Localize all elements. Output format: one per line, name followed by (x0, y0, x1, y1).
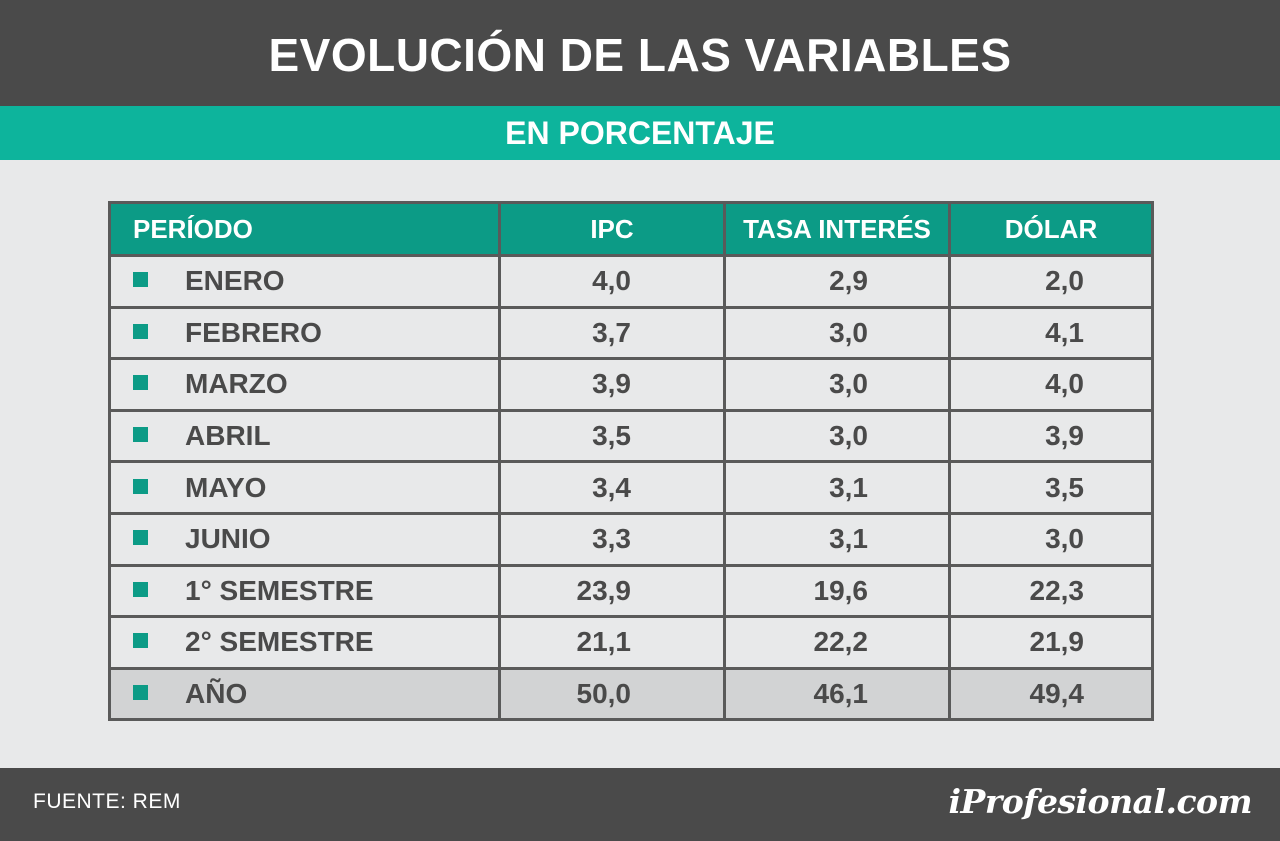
dolar-cell: 4,0 (948, 357, 1154, 412)
period-cell: MAYO (108, 460, 501, 515)
data-table: PERÍODO IPC TASA INTERÉS DÓLAR ENERO 4,0… (108, 201, 1154, 722)
dolar-cell: 49,4 (948, 666, 1154, 722)
page-subtitle: EN PORCENTAJE (505, 114, 775, 151)
title-bar: EVOLUCIÓN DE LAS VARIABLES (0, 0, 1280, 106)
period-cell: 1° SEMESTRE (108, 563, 501, 619)
column-header-ipc: IPC (498, 201, 726, 257)
period-label: JUNIO (185, 523, 271, 555)
period-label: AÑO (185, 678, 248, 710)
tasa-cell: 3,0 (723, 305, 951, 361)
bullet-icon (133, 478, 148, 494)
bullet-icon (133, 685, 148, 701)
dolar-cell: 4,1 (948, 305, 1154, 361)
dolar-cell: 22,3 (948, 563, 1154, 619)
tasa-cell: 3,0 (723, 357, 951, 412)
ipc-cell: 3,9 (498, 357, 726, 412)
bullet-icon (133, 530, 148, 546)
ipc-cell: 23,9 (498, 563, 726, 619)
dolar-cell: 3,9 (948, 408, 1154, 464)
tasa-cell: 3,1 (723, 460, 951, 515)
table-row: MARZO 3,9 3,0 4,0 (108, 357, 1154, 412)
period-label: FEBRERO (185, 316, 322, 348)
column-header-tasa: TASA INTERÉS (723, 201, 951, 257)
table-header-row: PERÍODO IPC TASA INTERÉS DÓLAR (108, 201, 1154, 257)
ipc-cell: 4,0 (498, 254, 726, 309)
ipc-cell: 50,0 (498, 666, 726, 722)
table-row: JUNIO 3,3 3,1 3,0 (108, 511, 1154, 567)
period-cell: JUNIO (108, 511, 501, 567)
period-cell: ENERO (108, 254, 501, 309)
table-row: 2° SEMESTRE 21,1 22,2 21,9 (108, 615, 1154, 670)
ipc-cell: 3,3 (498, 511, 726, 567)
tasa-cell: 19,6 (723, 563, 951, 619)
period-label: ENERO (185, 265, 285, 297)
bullet-icon (133, 323, 148, 339)
ipc-cell: 3,5 (498, 408, 726, 464)
period-label: MAYO (185, 471, 267, 503)
bullet-icon (133, 581, 148, 597)
bullet-icon (133, 272, 148, 288)
period-label: 2° SEMESTRE (185, 626, 374, 658)
period-label: 1° SEMESTRE (185, 574, 374, 606)
table-row: ABRIL 3,5 3,0 3,9 (108, 408, 1154, 464)
brand-logo: iProfesional.com (948, 782, 1253, 821)
tasa-cell: 3,1 (723, 511, 951, 567)
bullet-icon (133, 633, 148, 649)
footer-bar: FUENTE: REM iProfesional.com (0, 768, 1280, 841)
dolar-cell: 21,9 (948, 615, 1154, 670)
ipc-cell: 3,4 (498, 460, 726, 515)
tasa-cell: 22,2 (723, 615, 951, 670)
dolar-cell: 2,0 (948, 254, 1154, 309)
bullet-icon (133, 427, 148, 443)
subtitle-bar: EN PORCENTAJE (0, 106, 1280, 160)
dolar-cell: 3,5 (948, 460, 1154, 515)
column-header-dolar: DÓLAR (948, 201, 1154, 257)
period-cell: 2° SEMESTRE (108, 615, 501, 670)
bullet-icon (133, 375, 148, 391)
table-row-total: AÑO 50,0 46,1 49,4 (108, 666, 1154, 722)
column-header-period: PERÍODO (108, 201, 501, 257)
period-cell: MARZO (108, 357, 501, 412)
source-label: FUENTE: REM (33, 790, 181, 813)
period-label: ABRIL (185, 420, 271, 452)
period-cell: ABRIL (108, 408, 501, 464)
ipc-cell: 21,1 (498, 615, 726, 670)
table-row: 1° SEMESTRE 23,9 19,6 22,3 (108, 563, 1154, 619)
dolar-cell: 3,0 (948, 511, 1154, 567)
page-title: EVOLUCIÓN DE LAS VARIABLES (268, 29, 1012, 81)
period-label: MARZO (185, 368, 288, 400)
tasa-cell: 2,9 (723, 254, 951, 309)
tasa-cell: 3,0 (723, 408, 951, 464)
period-cell: FEBRERO (108, 305, 501, 361)
ipc-cell: 3,7 (498, 305, 726, 361)
tasa-cell: 46,1 (723, 666, 951, 722)
table-row: FEBRERO 3,7 3,0 4,1 (108, 305, 1154, 361)
table-row: MAYO 3,4 3,1 3,5 (108, 460, 1154, 515)
table-row: ENERO 4,0 2,9 2,0 (108, 254, 1154, 309)
period-cell: AÑO (108, 666, 501, 722)
